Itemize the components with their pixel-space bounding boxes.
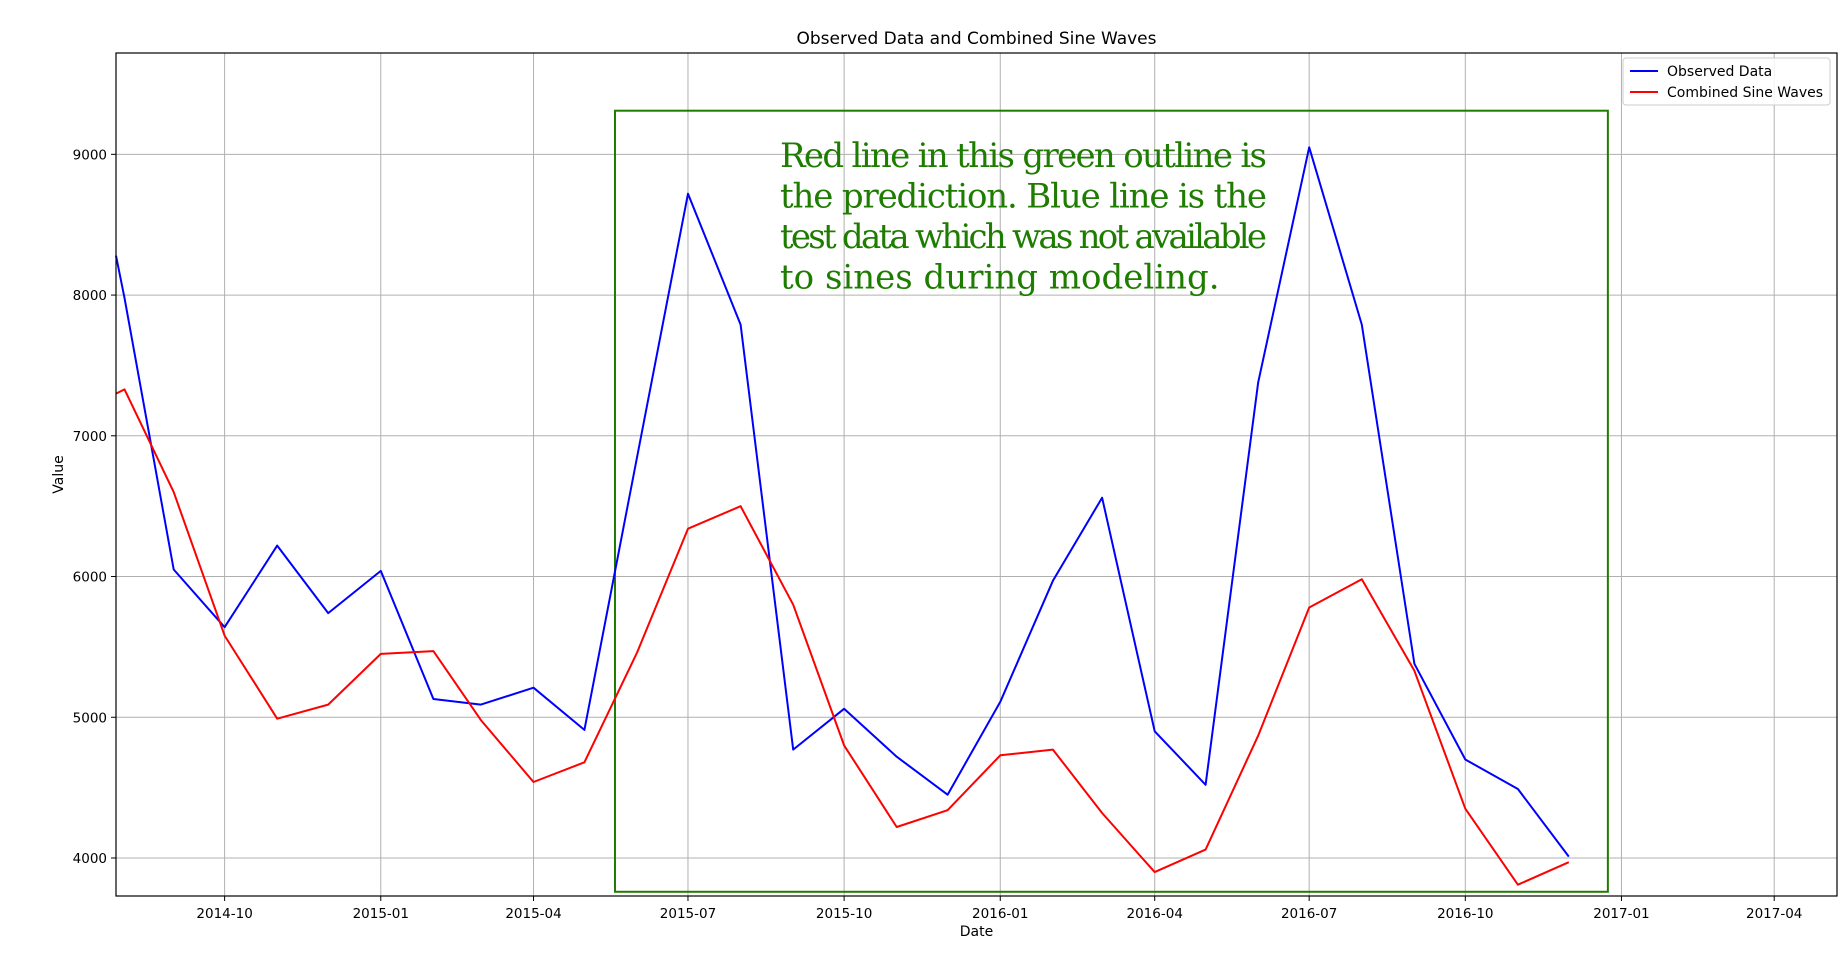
series-line-combined-sine-waves — [115, 388, 1570, 886]
x-tick-label: 2016-10 — [1437, 906, 1493, 922]
annotation-line: Red line in this green outline is — [780, 136, 1267, 176]
legend: Observed Data Combined Sine Waves — [1622, 57, 1831, 106]
x-tick-label: 2016-01 — [972, 906, 1028, 922]
annotation-line: to sines during modeling. — [780, 258, 1220, 298]
highlight-box — [613, 109, 1609, 893]
gridlines — [116, 53, 1837, 896]
plot-frame — [115, 52, 1838, 897]
legend-label: Combined Sine Waves — [1667, 85, 1823, 101]
legend-label: Observed Data — [1667, 64, 1772, 80]
annotation-line: test data which was not available — [780, 217, 1267, 257]
x-tick-label: 2015-07 — [660, 906, 716, 922]
x-tick-label: 2017-01 — [1593, 906, 1649, 922]
series-line-observed-data — [115, 146, 1570, 858]
chart-title: Observed Data and Combined Sine Waves — [796, 29, 1156, 49]
annotation-line: the prediction. Blue line is the — [780, 177, 1267, 217]
x-tick-label: 2016-04 — [1127, 906, 1183, 922]
axis-ticks: 2014-10 2015-01 2015-04 2015-07 2015-10 2016-… — [73, 147, 1803, 922]
x-tick-label: 2017-04 — [1746, 906, 1802, 922]
y-tick-label: 7000 — [73, 429, 107, 445]
x-tick-label: 2014-10 — [196, 906, 252, 922]
y-tick-label: 6000 — [73, 570, 107, 586]
y-axis-label: Value — [51, 455, 67, 493]
x-tick-label: 2015-01 — [353, 906, 409, 922]
x-tick-label: 2015-10 — [816, 906, 872, 922]
y-tick-label: 4000 — [73, 851, 107, 867]
y-tick-label: 8000 — [73, 288, 107, 304]
y-tick-label: 5000 — [73, 710, 107, 726]
x-tick-label: 2016-07 — [1281, 906, 1337, 922]
highlight-box-layer — [613, 109, 1609, 893]
y-tick-label: 9000 — [73, 147, 107, 163]
series-layer — [115, 146, 1570, 886]
legend-frame — [1622, 57, 1831, 106]
x-tick-label: 2015-04 — [505, 906, 561, 922]
x-axis-label: Date — [960, 924, 993, 940]
